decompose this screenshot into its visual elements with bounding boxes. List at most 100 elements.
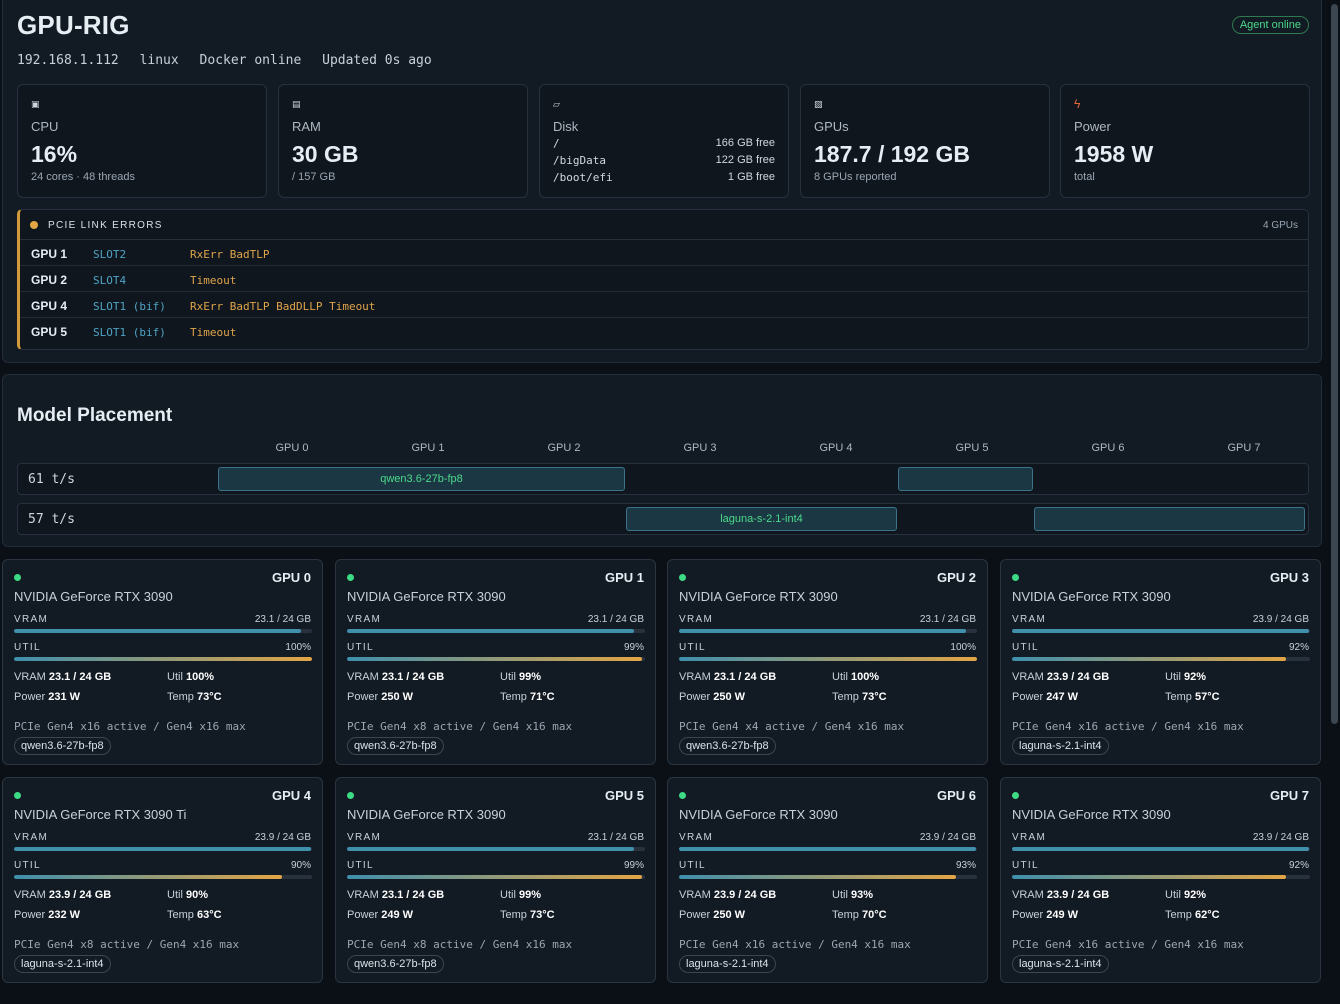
model-tag[interactable]: laguna-s-2.1-int4 bbox=[14, 955, 111, 973]
pcie-error-gpu: GPU 2 bbox=[31, 273, 68, 287]
gpu-card[interactable]: GPU 5 NVIDIA GeForce RTX 3090 VRAM 23.1 / 2… bbox=[335, 777, 656, 983]
lightning-icon: ϟ bbox=[1074, 97, 1081, 111]
power-stat-label: Power bbox=[347, 691, 379, 703]
temp-stat: Temp 73°C bbox=[167, 691, 222, 703]
warning-dot-icon bbox=[30, 221, 38, 229]
model-tag[interactable]: qwen3.6-27b-fp8 bbox=[347, 737, 444, 755]
gpu-name: NVIDIA GeForce RTX 3090 bbox=[1012, 807, 1171, 822]
gpu-card[interactable]: GPU 7 NVIDIA GeForce RTX 3090 VRAM 23.9 / 2… bbox=[1000, 777, 1321, 983]
disk-mount-path: /boot/efi bbox=[553, 171, 613, 184]
vram-stat-value: 23.9 / 24 GB bbox=[1046, 671, 1110, 683]
util-stat-label: Util bbox=[500, 671, 516, 683]
power-stat-label: Power bbox=[1012, 909, 1044, 921]
ram-value: 30 GB bbox=[292, 141, 359, 167]
pcie-error-gpu: GPU 4 bbox=[31, 299, 68, 313]
cpu-label: CPU bbox=[31, 119, 59, 134]
model-tag[interactable]: laguna-s-2.1-int4 bbox=[679, 955, 776, 973]
util-label: UTIL bbox=[347, 860, 374, 871]
placement-column-header: GPU 4 bbox=[819, 442, 853, 454]
util-stat-label: Util bbox=[167, 889, 183, 901]
util-bar-fill bbox=[1012, 657, 1287, 661]
model-placement-bar[interactable] bbox=[898, 467, 1033, 491]
online-status-dot-icon bbox=[347, 574, 354, 581]
host-meta: 192.168.1.112 linux Docker online Update… bbox=[17, 53, 445, 68]
pcie-link-info: PCIe Gen4 x8 active / Gen4 x16 max bbox=[347, 938, 573, 951]
pcie-error-slot: SLOT1 (bif) bbox=[93, 326, 166, 339]
pcie-errors-header: PCIE LINK ERRORS 4 GPUs bbox=[20, 210, 1308, 240]
vram-bar-fill bbox=[347, 847, 634, 851]
temp-stat-label: Temp bbox=[1165, 691, 1192, 703]
cpu-icon: ▣ bbox=[31, 99, 40, 109]
vram-stat-label: VRAM bbox=[347, 671, 379, 683]
power-stat-label: Power bbox=[1012, 691, 1044, 703]
vram-stat: VRAM 23.9 / 24 GB bbox=[679, 889, 776, 901]
power-stat-value: 250 W bbox=[713, 909, 746, 921]
temp-stat-value: 63°C bbox=[196, 909, 222, 921]
util-bar bbox=[14, 657, 312, 661]
vram-stat-value: 23.9 / 24 GB bbox=[1046, 889, 1110, 901]
gpu-card[interactable]: GPU 0 NVIDIA GeForce RTX 3090 VRAM 23.1 / 2… bbox=[2, 559, 323, 765]
ram-label: RAM bbox=[292, 119, 321, 134]
util-stat: Util 92% bbox=[1165, 671, 1206, 683]
online-status-dot-icon bbox=[14, 574, 21, 581]
vram-bar-fill bbox=[347, 629, 634, 633]
updated-time: Updated 0s ago bbox=[322, 53, 432, 68]
page-scrollbar[interactable] bbox=[1331, 4, 1338, 724]
model-tag[interactable]: laguna-s-2.1-int4 bbox=[1012, 955, 1109, 973]
util-stat-value: 90% bbox=[185, 889, 208, 901]
util-bar-fill bbox=[1012, 875, 1287, 879]
pcie-link-info: PCIe Gen4 x16 active / Gen4 x16 max bbox=[679, 938, 911, 951]
util-stat: Util 99% bbox=[500, 671, 541, 683]
temp-stat-label: Temp bbox=[832, 909, 859, 921]
disk-mount-row: /bigData 122 GB free bbox=[553, 154, 775, 167]
gpu-id: GPU 4 bbox=[271, 788, 311, 803]
model-tag[interactable]: qwen3.6-27b-fp8 bbox=[14, 737, 111, 755]
model-placement-bar[interactable] bbox=[1034, 507, 1305, 531]
vram-value: 23.9 / 24 GB bbox=[254, 832, 311, 843]
vram-bar-fill bbox=[679, 629, 966, 633]
agent-status-badge: Agent online bbox=[1231, 16, 1309, 34]
gpu-card[interactable]: GPU 2 NVIDIA GeForce RTX 3090 VRAM 23.1 / 2… bbox=[667, 559, 988, 765]
pcie-error-gpu: GPU 1 bbox=[31, 247, 68, 261]
cpu-stat-card: ▣ CPU 16% 24 cores · 48 threads bbox=[17, 84, 267, 198]
gpu-name: NVIDIA GeForce RTX 3090 bbox=[1012, 589, 1171, 604]
model-tag[interactable]: qwen3.6-27b-fp8 bbox=[679, 737, 776, 755]
gpu-name: NVIDIA GeForce RTX 3090 bbox=[14, 589, 173, 604]
util-bar bbox=[347, 657, 645, 661]
temp-stat-value: 62°C bbox=[1194, 909, 1220, 921]
vram-bar bbox=[347, 629, 645, 633]
util-bar bbox=[1012, 875, 1310, 879]
util-stat-label: Util bbox=[500, 889, 516, 901]
gpu-card[interactable]: GPU 6 NVIDIA GeForce RTX 3090 VRAM 23.9 / 2… bbox=[667, 777, 988, 983]
power-value: 1958 W bbox=[1074, 141, 1154, 167]
gpu-card[interactable]: GPU 4 NVIDIA GeForce RTX 3090 Ti VRAM 23.9 … bbox=[2, 777, 323, 983]
model-tag[interactable]: laguna-s-2.1-int4 bbox=[1012, 737, 1109, 755]
gpu-card[interactable]: GPU 3 NVIDIA GeForce RTX 3090 VRAM 23.9 / 2… bbox=[1000, 559, 1321, 765]
gpu-card[interactable]: GPU 1 NVIDIA GeForce RTX 3090 VRAM 23.1 / 2… bbox=[335, 559, 656, 765]
temp-stat: Temp 73°C bbox=[832, 691, 887, 703]
pcie-link-info: PCIe Gen4 x16 active / Gen4 x16 max bbox=[1012, 938, 1244, 951]
power-stat: Power 231 W bbox=[14, 691, 80, 703]
pcie-error-list: RxErr BadTLP BadDLLP Timeout bbox=[190, 300, 376, 313]
vram-stat-label: VRAM bbox=[14, 671, 46, 683]
util-bar-fill bbox=[347, 657, 643, 661]
util-bar bbox=[679, 657, 977, 661]
power-stat: Power 250 W bbox=[347, 691, 413, 703]
util-bar bbox=[1012, 657, 1310, 661]
pcie-error-list: Timeout bbox=[190, 326, 237, 339]
model-placement-bar[interactable]: qwen3.6-27b-fp8 bbox=[218, 467, 625, 491]
power-stat: Power 250 W bbox=[679, 909, 745, 921]
online-status-dot-icon bbox=[1012, 574, 1019, 581]
online-status-dot-icon bbox=[1012, 792, 1019, 799]
docker-status: Docker online bbox=[199, 53, 302, 68]
vram-stat-label: VRAM bbox=[347, 889, 379, 901]
pcie-error-row: GPU 4 SLOT1 (bif) RxErr BadTLP BadDLLP T… bbox=[20, 292, 1308, 318]
gpus-stat-card: ▧ GPUs 187.7 / 192 GB 8 GPUs reported bbox=[800, 84, 1050, 198]
model-placement-bar[interactable]: laguna-s-2.1-int4 bbox=[626, 507, 897, 531]
disk-mount-path: / bbox=[553, 137, 560, 150]
model-tag[interactable]: qwen3.6-27b-fp8 bbox=[347, 955, 444, 973]
pcie-errors-title: PCIE LINK ERRORS bbox=[48, 220, 163, 231]
vram-stat-label: VRAM bbox=[679, 671, 711, 683]
vram-value: 23.9 / 24 GB bbox=[1252, 614, 1309, 625]
power-stat-label: Power bbox=[679, 909, 711, 921]
